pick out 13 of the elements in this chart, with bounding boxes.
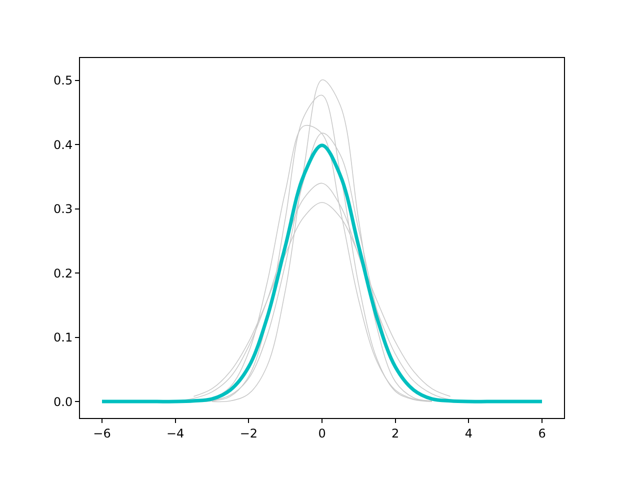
y-tick-label: 0.2 <box>54 266 73 280</box>
x-tick-label: −2 <box>240 426 258 440</box>
y-tick-label: 0.4 <box>54 138 73 152</box>
x-tick-label: 4 <box>464 426 472 440</box>
y-tick-label: 0.5 <box>54 74 73 88</box>
y-tick-label: 0.1 <box>54 330 73 345</box>
x-tick-label: −6 <box>93 426 111 440</box>
y-tick-label: 0.3 <box>54 202 73 216</box>
x-tick-label: 0 <box>318 426 326 440</box>
y-tick-label: 0.0 <box>54 394 73 409</box>
x-tick-label: 2 <box>392 426 400 440</box>
x-tick-label: 6 <box>538 426 546 440</box>
x-tick-label: −4 <box>166 426 184 440</box>
